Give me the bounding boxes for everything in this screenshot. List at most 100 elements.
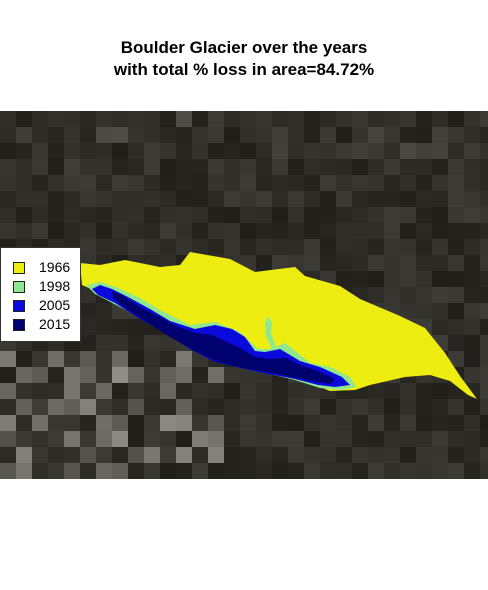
terrain-pixel [464,255,480,271]
terrain-pixel [416,239,432,255]
terrain-pixel [32,191,48,207]
terrain-pixel [384,431,400,447]
terrain-pixel [464,223,480,239]
terrain-pixel [432,319,448,335]
terrain-pixel [416,399,432,415]
terrain-pixel [32,415,48,431]
terrain-pixel [112,175,128,191]
terrain-pixel [112,127,128,143]
terrain-pixel [16,399,32,415]
terrain-pixel [352,415,368,431]
terrain-pixel [160,223,176,239]
terrain-pixel [480,399,488,415]
terrain-pixel [400,207,416,223]
terrain-pixel [448,159,464,175]
terrain-pixel [128,399,144,415]
terrain-pixel [160,463,176,479]
terrain-pixel [368,287,384,303]
terrain-pixel [96,463,112,479]
terrain-pixel [432,239,448,255]
terrain-pixel [112,319,128,335]
terrain-pixel [416,447,432,463]
terrain-pixel [352,191,368,207]
terrain-pixel [416,175,432,191]
terrain-pixel [480,447,488,463]
terrain-pixel [256,415,272,431]
terrain-pixel [448,207,464,223]
terrain-pixel [400,431,416,447]
terrain-pixel [128,143,144,159]
terrain-pixel [448,319,464,335]
terrain-pixel [256,159,272,175]
terrain-pixel [192,111,208,127]
terrain-pixel [432,191,448,207]
terrain-pixel [336,431,352,447]
terrain-pixel [352,447,368,463]
terrain-pixel [336,159,352,175]
terrain-pixel [320,143,336,159]
terrain-pixel [176,127,192,143]
terrain-pixel [0,431,16,447]
terrain-pixel [416,271,432,287]
terrain-pixel [208,207,224,223]
terrain-pixel [96,383,112,399]
terrain-pixel [144,239,160,255]
terrain-pixel [144,191,160,207]
terrain-pixel [288,447,304,463]
terrain-pixel [176,431,192,447]
terrain-pixel [432,463,448,479]
terrain-pixel [112,143,128,159]
terrain-pixel [288,239,304,255]
terrain-pixel [368,255,384,271]
terrain-pixel [368,415,384,431]
terrain-pixel [288,175,304,191]
terrain-pixel [304,223,320,239]
terrain-pixel [256,447,272,463]
terrain-pixel [32,143,48,159]
terrain-pixel [272,239,288,255]
terrain-pixel [464,367,480,383]
terrain-pixel [288,223,304,239]
terrain-pixel [400,463,416,479]
terrain-pixel [464,159,480,175]
terrain-pixel [272,399,288,415]
terrain-pixel [144,383,160,399]
terrain-pixel [400,127,416,143]
terrain-pixel [0,207,16,223]
terrain-pixel [464,111,480,127]
terrain-pixel [480,463,488,479]
terrain-pixel [288,127,304,143]
terrain-pixel [464,207,480,223]
terrain-pixel [96,207,112,223]
terrain-pixel [352,223,368,239]
terrain-pixel [96,303,112,319]
terrain-pixel [224,111,240,127]
terrain-pixel [464,287,480,303]
terrain-pixel [368,127,384,143]
terrain-pixel [272,255,288,271]
terrain-pixel [80,399,96,415]
terrain-pixel [448,143,464,159]
terrain-pixel [336,255,352,271]
terrain-pixel [368,223,384,239]
terrain-pixel [112,383,128,399]
terrain-pixel [80,175,96,191]
terrain-pixel [80,207,96,223]
terrain-pixel [384,159,400,175]
terrain-pixel [480,383,488,399]
terrain-pixel [304,127,320,143]
legend-swatch-1998 [13,281,25,293]
terrain-pixel [0,127,16,143]
terrain-pixel [160,431,176,447]
terrain-pixel [432,111,448,127]
terrain-pixel [272,207,288,223]
terrain-pixel [0,399,16,415]
terrain-pixel [480,159,488,175]
terrain-pixel [288,399,304,415]
terrain-pixel [256,255,272,271]
terrain-pixel [320,127,336,143]
terrain-pixel [192,431,208,447]
terrain-pixel [256,207,272,223]
terrain-pixel [272,383,288,399]
terrain-pixel [240,447,256,463]
